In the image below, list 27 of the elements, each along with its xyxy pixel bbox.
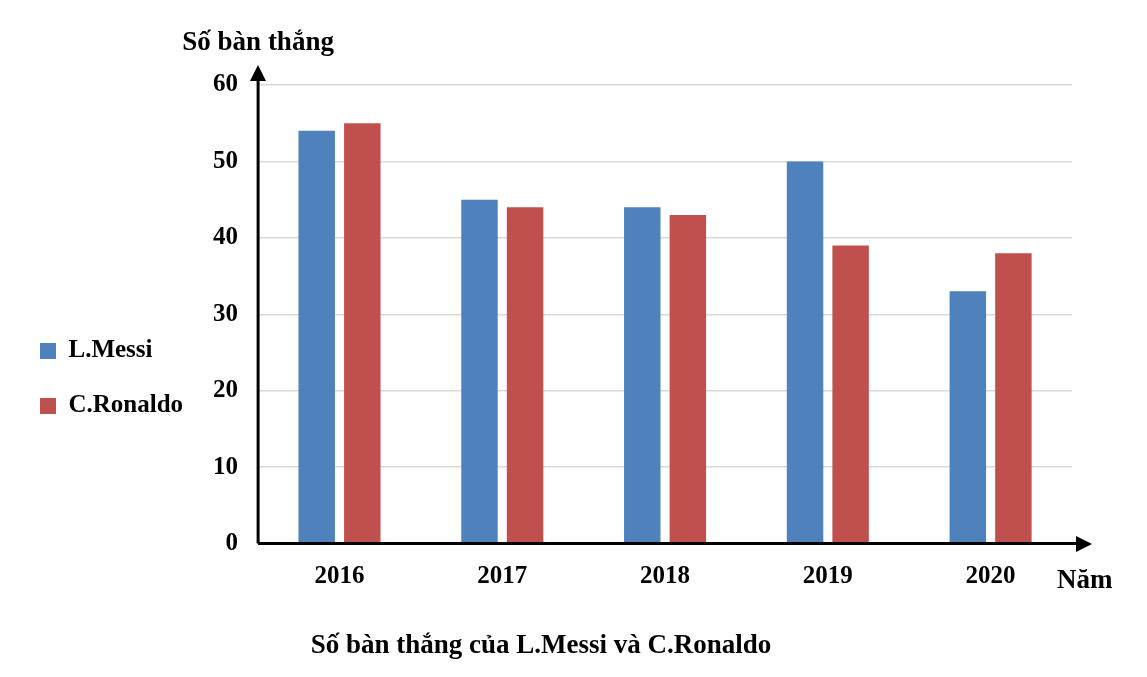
bar (832, 245, 869, 543)
text: Số bàn thắng của L.Messi và C.Ronaldo (310, 628, 772, 659)
y-tick-label: 40 (213, 222, 239, 250)
x-tick-label: 2018 (640, 561, 691, 589)
x-tick-label: 2016 (314, 561, 365, 589)
legend-label: L.Messi (68, 335, 153, 363)
y-tick-label: 10 (213, 451, 239, 479)
bar (506, 207, 544, 543)
x-tick-label: 2017 (477, 561, 528, 589)
y-tick-label: 0 (225, 528, 239, 556)
bar (995, 253, 1032, 543)
x-tick-label: 2020 (965, 561, 1016, 589)
y-tick-label: 60 (213, 69, 239, 97)
bar (461, 199, 498, 543)
y-tick-label: 30 (213, 298, 239, 326)
y-tick-label: 50 (213, 145, 239, 173)
bar (786, 161, 824, 543)
bar (669, 214, 707, 543)
x-axis-title: Năm (1057, 563, 1113, 594)
legend-label: C.Ronaldo (68, 390, 184, 418)
x-tick-label: 2019 (802, 561, 853, 589)
y-axis-title: Số bàn thắng (182, 26, 335, 56)
bar (298, 130, 335, 543)
bar (344, 123, 381, 543)
bar (624, 207, 661, 543)
y-tick-label: 20 (213, 375, 239, 403)
bar (949, 291, 987, 543)
